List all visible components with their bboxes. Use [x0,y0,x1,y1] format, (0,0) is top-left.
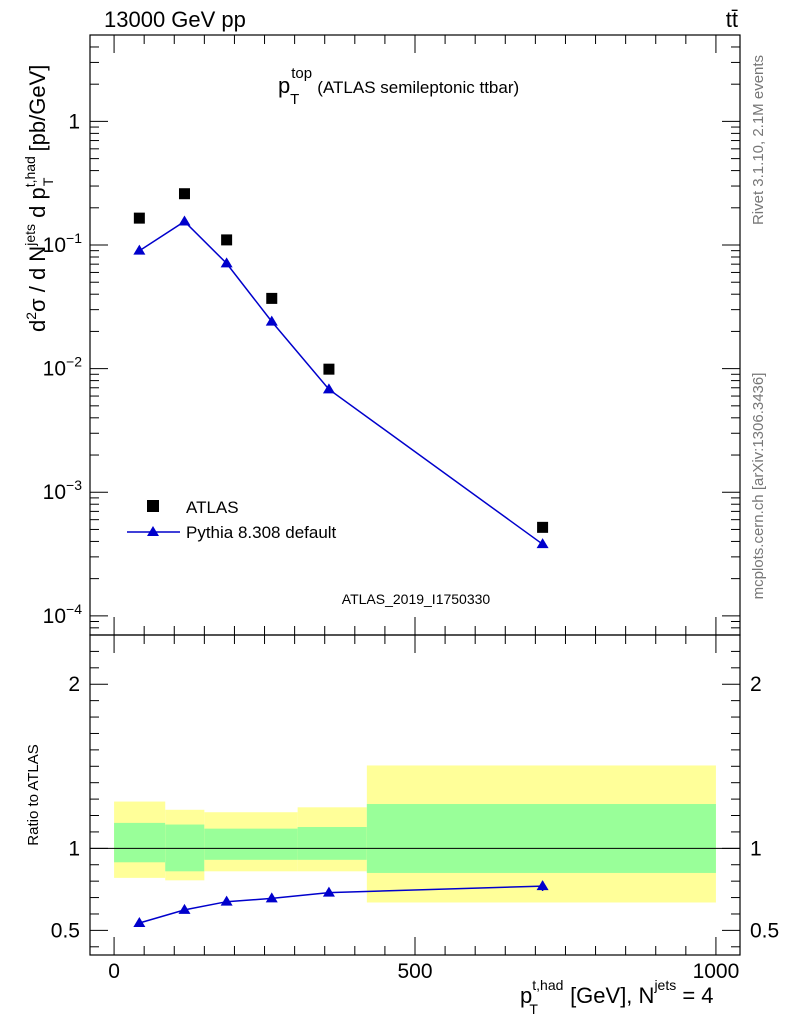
legend: ATLAS Pythia 8.308 default [127,498,337,542]
pythia-point [220,257,233,268]
ratio-pythia-point [322,886,335,897]
ratio-band-inner [204,828,298,860]
pythia-point [178,215,191,226]
ratio-y-tick-label-left: 1 [68,837,80,860]
atlas-point [537,521,549,533]
x-tick-label: 0 [108,960,120,983]
ratio-y-tick-label-right: 2 [750,673,762,696]
ratio-pythia-point [265,892,278,903]
main-y-tick-label: 10−1 [43,230,83,257]
atlas-point [266,292,278,304]
ratio-plot-panel: 0.5 0.5 1 1 2 2 0 500 1000 Ratio to ATLAS pt,ha… [25,634,779,1017]
pythia-point [133,244,146,255]
ratio-y-tick-label-right: 1 [750,837,762,860]
ratio-pythia-point [133,917,146,927]
pythia-line [138,220,544,545]
x-tick-label: 500 [397,960,432,983]
header-energy-label: 13000 GeV pp [104,7,246,32]
ratio-y-tick-label-right: 0.5 [750,919,779,942]
atlas-point [323,363,335,375]
atlas-point [178,188,190,200]
ratio-band-inner [366,804,716,873]
atlas-point [221,234,233,246]
pythia-point [322,383,335,394]
main-y-tick-label: 1 [68,110,80,133]
ratio-y-tick-label-left: 2 [68,673,80,696]
ratio-band-inner [297,827,367,860]
ratio-y-tick-labels: 0.5 0.5 1 1 2 2 [51,673,779,942]
analysis-id-label: ATLAS_2019_I1750330 [342,591,491,607]
ratio-x-tick-labels: 0 500 1000 [108,960,739,983]
x-tick-label: 1000 [693,960,740,983]
rivet-version-label: Rivet 3.1.10, 2.1M events [750,55,767,225]
main-y-tick-label: 10−4 [43,601,83,628]
main-y-tick-label: 10−3 [43,477,83,504]
ratio-data-series [133,880,549,927]
legend-atlas-marker [147,500,159,512]
ratio-y-tick-label-left: 0.5 [51,919,80,942]
ratio-pythia-point [220,895,233,906]
mcplots-label: mcplots.cern.ch [arXiv:1306.3436] [750,373,767,600]
main-y-axis-label: d2σ / d Njets d pt,had T [pb/GeV] [22,65,56,332]
legend-atlas-label: ATLAS [186,498,239,517]
x-axis-label: pt,had T [GeV], Njets = 4 [520,977,714,1017]
ratio-band-inner [114,822,166,863]
ratio-pythia-point [178,903,191,914]
pythia-point [265,315,278,326]
main-data-series [133,188,549,549]
legend-pythia-label: Pythia 8.308 default [186,523,337,542]
ratio-uncertainty-bands [114,765,716,903]
ratio-y-axis-label: Ratio to ATLAS [25,744,42,845]
main-plot-panel: 1 10−1 10−2 10−3 10−4 ptop T(ATLAS semilepton… [22,34,741,636]
pythia-point [536,538,549,549]
atlas-point [133,212,145,224]
plot-title: ptop T(ATLAS semileptonic ttbar) [278,65,519,108]
ratio-pythia-point [536,880,549,891]
legend-pythia-marker [147,526,159,536]
header-process-label: tt̄ [726,7,738,32]
ratio-axis-ticks [90,634,740,955]
main-y-tick-labels: 1 10−1 10−2 10−3 10−4 [43,110,83,627]
ratio-plot-frame [89,634,741,956]
main-y-tick-label: 10−2 [43,354,83,381]
main-axis-ticks [90,34,740,636]
ratio-pythia-line [139,885,543,924]
